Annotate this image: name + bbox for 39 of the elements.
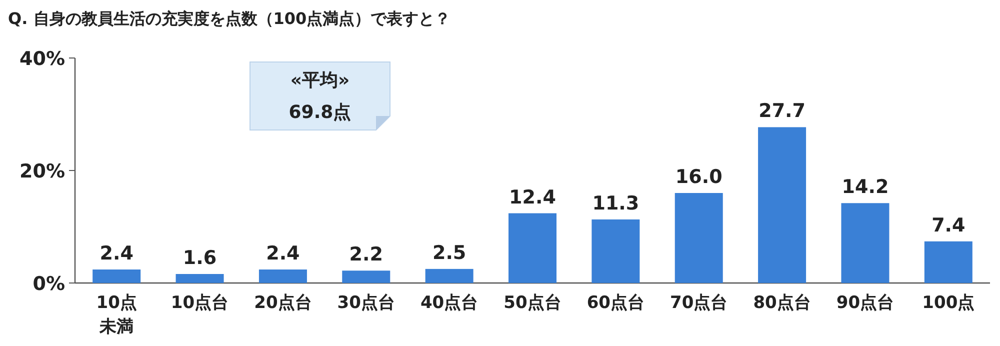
- data-label: 7.4: [932, 214, 966, 236]
- data-label: 2.4: [266, 242, 300, 264]
- chart-title: Q. 自身の教員生活の充実度を点数（100点満点）で表すと？: [8, 9, 451, 28]
- bar: [92, 270, 141, 283]
- data-label: 1.6: [182, 247, 217, 269]
- data-label: 16.0: [675, 166, 722, 188]
- x-tick-label: 60点台: [586, 293, 645, 313]
- x-tick-label: 90点台: [836, 293, 894, 313]
- bar: [841, 203, 890, 283]
- bar: [674, 193, 723, 283]
- bar: [508, 213, 556, 283]
- annotation: «平均»: [290, 70, 350, 91]
- x-tick-label: 10点未満: [96, 293, 137, 337]
- x-tick-label: 70点台: [670, 293, 728, 313]
- x-tick-label: 80点台: [753, 293, 811, 313]
- x-tick-label: 10点台: [170, 293, 229, 313]
- x-tick-label: 40点台: [420, 293, 478, 313]
- bar: [425, 268, 474, 283]
- y-tick-label: 40%: [20, 48, 65, 70]
- data-label: 27.7: [758, 100, 806, 122]
- x-tick-label: 30点台: [337, 293, 395, 313]
- y-tick-label: 0%: [32, 273, 65, 295]
- data-label: 12.4: [509, 186, 556, 208]
- bar: [592, 219, 640, 283]
- bar: [258, 270, 307, 283]
- bar: [176, 274, 224, 283]
- data-label: 2.5: [432, 242, 466, 264]
- data-label: 11.3: [592, 192, 640, 214]
- y-tick-label: 20%: [20, 160, 65, 182]
- x-tick-label: 20点台: [254, 293, 312, 313]
- data-label: 2.2: [349, 244, 383, 266]
- data-label: 14.2: [842, 176, 889, 198]
- annotation: 69.8点: [288, 102, 352, 123]
- bar: [924, 241, 972, 283]
- bar: [342, 270, 390, 283]
- x-tick-label: 50点台: [504, 293, 562, 313]
- x-tick-label: 100点: [922, 293, 975, 313]
- data-label: 2.4: [100, 242, 134, 264]
- bar: [758, 127, 806, 283]
